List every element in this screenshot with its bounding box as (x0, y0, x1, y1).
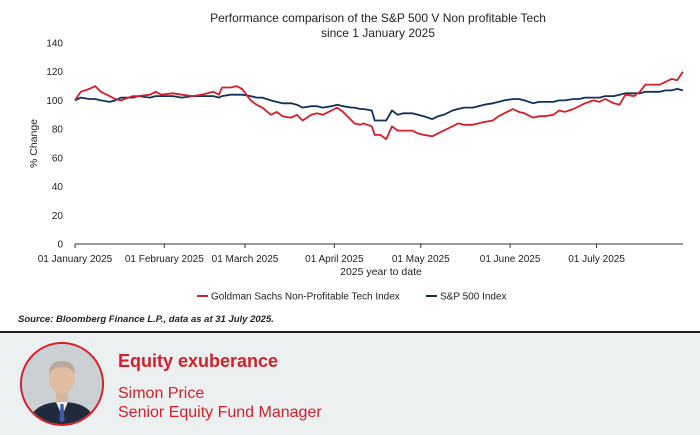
avatar (20, 342, 104, 426)
footer-heading: Equity exuberance (118, 351, 279, 371)
y-tick-label: 60 (52, 153, 64, 164)
x-tick-label: 01 February 2025 (125, 254, 204, 265)
y-tick-label: 20 (52, 211, 64, 222)
x-axis-ticks: 01 January 2025 01 February 2025 01 March … (38, 244, 625, 265)
person-portrait-icon (22, 344, 102, 424)
y-tick-label: 40 (52, 182, 64, 193)
y-tick-label: 0 (57, 240, 63, 251)
y-tick-label: 120 (46, 67, 63, 78)
performance-chart: Performance comparison of the S&P 500 V … (28, 11, 684, 303)
source-note: Source: Bloomberg Finance L.P., data as … (18, 314, 274, 325)
series-lines (74, 71, 684, 141)
x-tick-label: 01 May 2025 (392, 254, 450, 265)
chart-title-line-1: Performance comparison of the S&P 500 V … (210, 11, 546, 25)
series-line-goldman (74, 71, 684, 141)
chart-title-line-2: since 1 January 2025 (321, 26, 435, 40)
y-tick-label: 80 (52, 125, 64, 136)
legend: Goldman Sachs Non-Profitable Tech Index … (197, 292, 507, 303)
y-axis-ticks: 0 20 40 60 80 100 120 140 (46, 39, 63, 251)
x-axis-label: 2025 year to date (340, 266, 422, 278)
legend-label-goldman: Goldman Sachs Non-Profitable Tech Index (211, 292, 400, 303)
author-name: Simon Price (118, 385, 205, 402)
author-footer: Equity exuberance Simon Price Senior Equ… (0, 333, 700, 435)
y-tick-label: 100 (46, 96, 63, 107)
x-tick-label: 01 June 2025 (480, 254, 541, 265)
footer-divider (0, 331, 700, 333)
legend-label-sp500: S&P 500 Index (440, 292, 507, 303)
y-tick-label: 140 (46, 39, 63, 50)
x-tick-label: 01 January 2025 (38, 254, 113, 265)
x-tick-label: 01 July 2025 (568, 254, 625, 265)
author-role: Senior Equity Fund Manager (118, 404, 322, 421)
x-tick-label: 01 April 2025 (305, 254, 364, 265)
y-axis-label: % Change (28, 119, 40, 168)
x-tick-label: 01 March 2025 (212, 254, 279, 265)
